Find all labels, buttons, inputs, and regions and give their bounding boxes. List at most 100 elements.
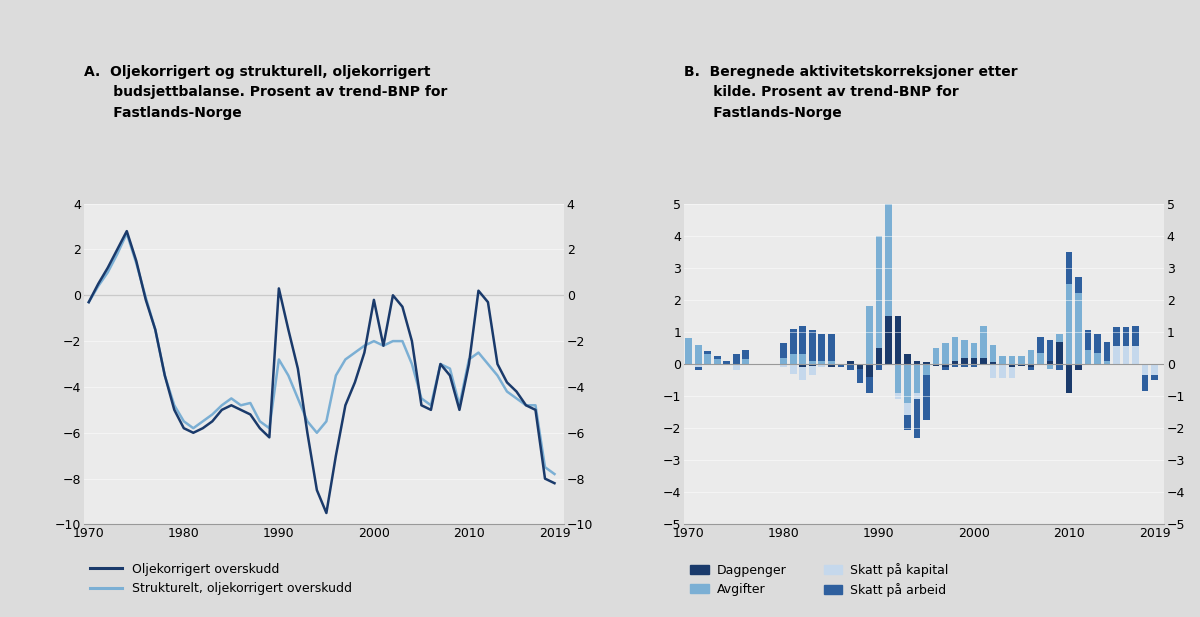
Bar	[886, 197, 892, 316]
Bar	[904, 415, 911, 430]
Bar	[990, 345, 996, 362]
Bar	[1000, 364, 1006, 378]
Bar	[971, 364, 977, 367]
Bar	[809, 361, 816, 364]
Bar	[695, 345, 702, 364]
Bar	[876, 348, 882, 364]
Bar	[894, 316, 901, 364]
Bar	[1066, 252, 1073, 284]
Bar	[790, 354, 797, 364]
Bar	[1104, 361, 1110, 364]
Text: A.  Oljekorrigert og strukturell, oljekorrigert: A. Oljekorrigert og strukturell, oljekor…	[84, 65, 431, 79]
Bar	[894, 364, 901, 393]
Bar	[866, 377, 872, 393]
Text: kilde. Prosent av trend-BNP for: kilde. Prosent av trend-BNP for	[684, 85, 959, 99]
Bar	[1104, 342, 1110, 361]
Bar	[1056, 364, 1063, 370]
Bar	[780, 343, 787, 358]
Bar	[799, 367, 806, 380]
Bar	[733, 354, 739, 364]
Bar	[828, 361, 835, 364]
Bar	[1046, 364, 1054, 369]
Bar	[980, 358, 986, 364]
Bar	[942, 343, 949, 364]
Bar	[809, 364, 816, 366]
Bar	[1066, 364, 1073, 393]
Bar	[923, 364, 930, 375]
Text: Fastlands-Norge: Fastlands-Norge	[84, 106, 241, 120]
Bar	[790, 329, 797, 354]
Bar	[904, 354, 911, 364]
Bar	[1075, 364, 1081, 370]
Bar	[1123, 327, 1129, 346]
Bar	[847, 364, 853, 370]
Bar	[990, 364, 996, 378]
Bar	[799, 354, 806, 364]
Bar	[904, 364, 911, 402]
Bar	[847, 361, 853, 364]
Bar	[990, 362, 996, 364]
Bar	[971, 343, 977, 358]
Bar	[942, 367, 949, 370]
Bar	[1027, 364, 1034, 367]
Bar	[961, 340, 967, 358]
Bar	[894, 393, 901, 399]
Bar	[780, 358, 787, 364]
Bar	[1132, 326, 1139, 346]
Bar	[913, 393, 920, 399]
Bar	[952, 337, 959, 361]
Legend: Oljekorrigert overskudd, Strukturelt, oljekorrigert overskudd: Oljekorrigert overskudd, Strukturelt, ol…	[90, 563, 352, 595]
Bar	[799, 364, 806, 367]
Bar	[714, 356, 720, 359]
Bar	[1141, 364, 1148, 375]
Bar	[1151, 375, 1158, 380]
Bar	[780, 364, 787, 367]
Legend: Dagpenger, Avgifter, Skatt på kapital, Skatt på arbeid: Dagpenger, Avgifter, Skatt på kapital, S…	[690, 563, 948, 597]
Bar	[733, 364, 739, 370]
Bar	[1085, 350, 1091, 364]
Bar	[1075, 294, 1081, 364]
Bar	[790, 364, 797, 374]
Bar	[913, 361, 920, 364]
Bar	[724, 361, 730, 364]
Bar	[1018, 356, 1025, 364]
Bar	[932, 364, 940, 366]
Bar	[1094, 334, 1100, 353]
Bar	[799, 326, 806, 354]
Bar	[704, 354, 712, 364]
Bar	[866, 364, 872, 377]
Bar	[695, 367, 702, 370]
Bar	[876, 364, 882, 370]
Bar	[1046, 340, 1054, 361]
Bar	[828, 364, 835, 367]
Bar	[1151, 364, 1158, 375]
Bar	[857, 369, 863, 383]
Bar	[923, 375, 930, 420]
Text: budsjettbalanse. Prosent av trend-BNP for: budsjettbalanse. Prosent av trend-BNP fo…	[84, 85, 448, 99]
Bar	[913, 364, 920, 393]
Bar	[714, 359, 720, 364]
Bar	[886, 316, 892, 364]
Bar	[942, 364, 949, 367]
Bar	[866, 306, 872, 364]
Bar	[818, 361, 826, 364]
Bar	[1123, 346, 1129, 364]
Bar	[809, 366, 816, 375]
Bar	[1008, 356, 1015, 364]
Bar	[1046, 361, 1054, 364]
Bar	[838, 364, 844, 367]
Bar	[695, 364, 702, 367]
Bar	[1027, 367, 1034, 370]
Bar	[857, 364, 863, 369]
Bar	[1114, 327, 1120, 346]
Bar	[1066, 284, 1073, 364]
Text: Fastlands-Norge: Fastlands-Norge	[684, 106, 841, 120]
Bar	[828, 334, 835, 361]
Bar	[743, 350, 749, 359]
Bar	[1132, 346, 1139, 364]
Bar	[904, 402, 911, 415]
Bar	[971, 358, 977, 364]
Bar	[809, 330, 816, 361]
Bar	[685, 338, 692, 364]
Bar	[876, 236, 882, 348]
